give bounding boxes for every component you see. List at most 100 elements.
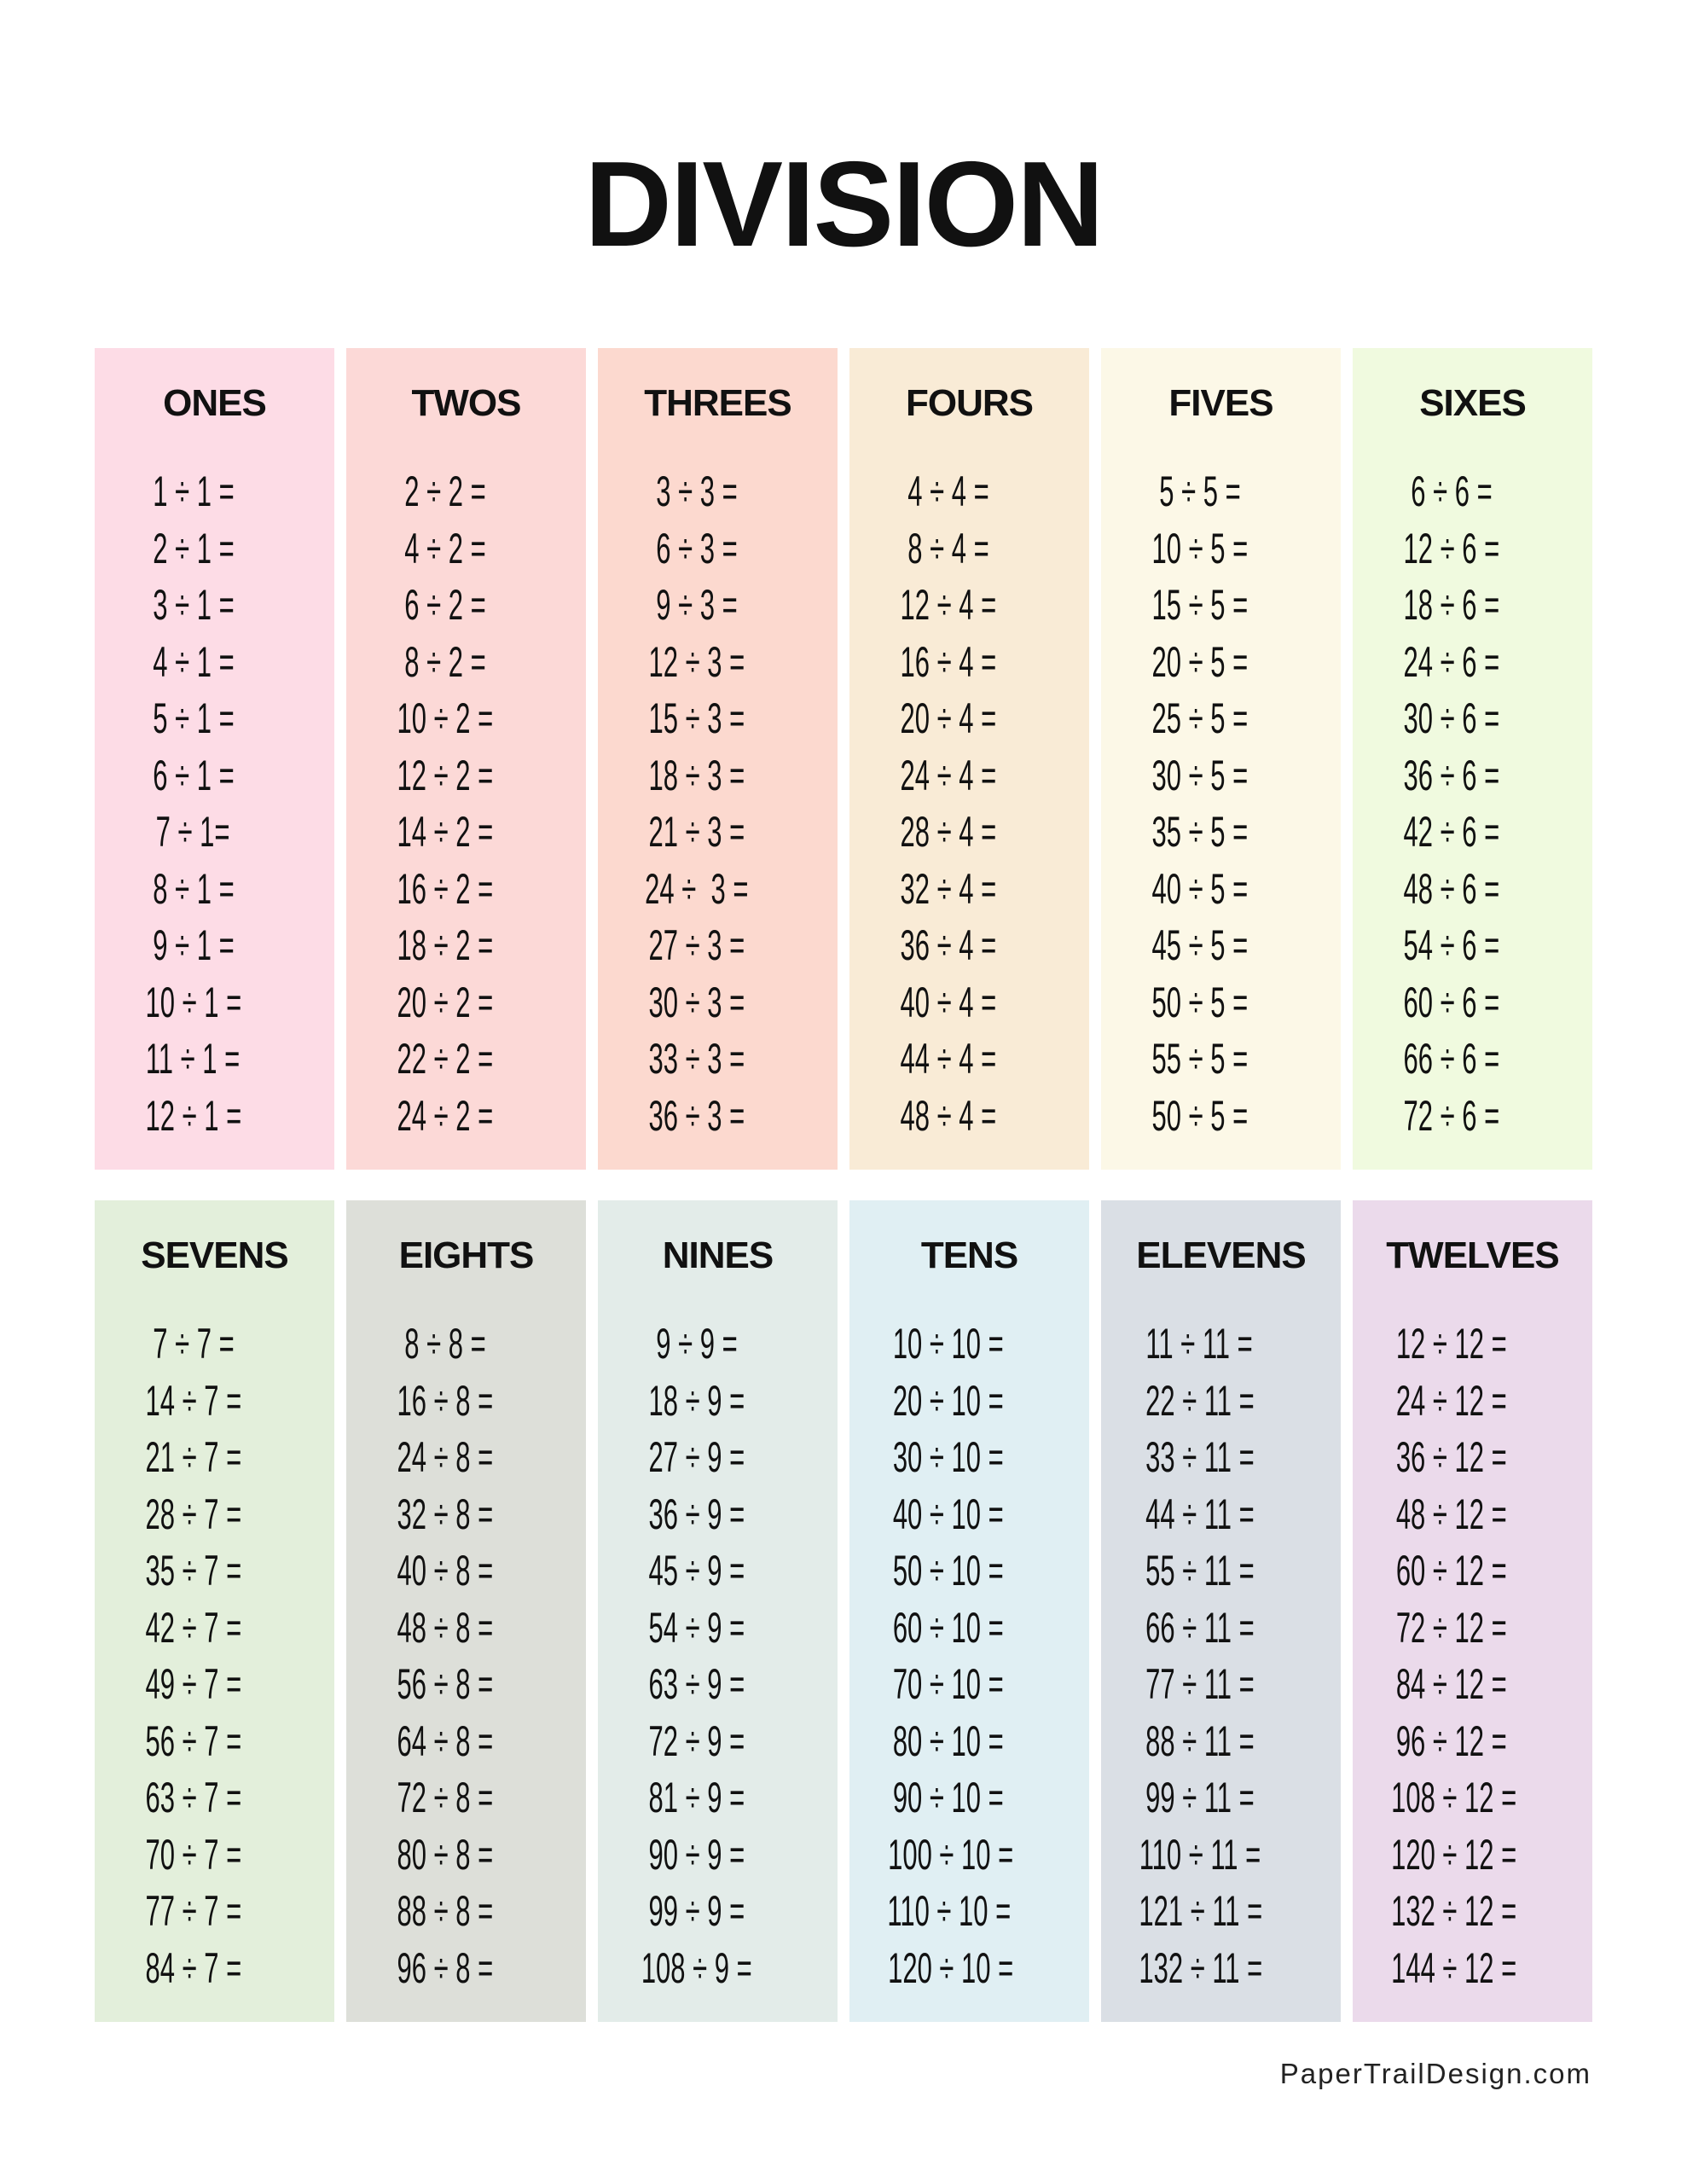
equation-text: 49 ÷ 7 = bbox=[145, 1660, 241, 1708]
table-column-eights: EIGHTS 8 ÷ 8 = 16 ÷ 8 = 24 ÷ 8 = 32 ÷ 8 = 40 … bbox=[346, 1200, 586, 2022]
equation: 36 ÷ 6 = bbox=[1353, 747, 1550, 804]
equation: 30 ÷ 6 = bbox=[1353, 690, 1550, 747]
equation-text: 48 ÷ 12 = bbox=[1395, 1490, 1507, 1538]
equation: 20 ÷ 10 = bbox=[849, 1373, 1046, 1430]
equation: 35 ÷ 5 = bbox=[1101, 804, 1298, 861]
column-heading: ONES bbox=[163, 382, 267, 424]
equation: 40 ÷ 5 = bbox=[1101, 861, 1298, 918]
equation: 50 ÷ 10 = bbox=[849, 1542, 1046, 1600]
table-column-tens: TENS 10 ÷ 10 = 20 ÷ 10 = 30 ÷ 10 = 40 ÷ 10 =… bbox=[849, 1200, 1089, 2022]
equation-text: 28 ÷ 4 = bbox=[900, 808, 996, 856]
equation-text: 96 ÷ 12 = bbox=[1395, 1716, 1507, 1765]
equation-text: 110 ÷ 11 = bbox=[1139, 1830, 1261, 1879]
equation-text: 60 ÷ 10 = bbox=[892, 1603, 1004, 1652]
equation: 108 ÷ 9 = bbox=[598, 1940, 795, 1997]
equation: 55 ÷ 5 = bbox=[1101, 1031, 1298, 1088]
equation-text: 40 ÷ 8 = bbox=[397, 1547, 493, 1594]
equation: 40 ÷ 8 = bbox=[346, 1542, 543, 1600]
equation: 21 ÷ 3 = bbox=[598, 804, 795, 861]
equation: 6 ÷ 2 = bbox=[346, 577, 543, 634]
equation: 30 ÷ 3 = bbox=[598, 974, 795, 1031]
equation: 35 ÷ 7 = bbox=[95, 1542, 292, 1600]
equation: 18 ÷ 3 = bbox=[598, 747, 795, 804]
equation: 4 ÷ 2 = bbox=[346, 520, 543, 578]
equation-text: 33 ÷ 3 = bbox=[648, 1035, 745, 1083]
equation: 11 ÷ 1 = bbox=[95, 1031, 292, 1088]
equation: 14 ÷ 7 = bbox=[95, 1373, 292, 1430]
equation: 66 ÷ 6 = bbox=[1353, 1031, 1550, 1088]
equation-text: 88 ÷ 11 = bbox=[1145, 1716, 1255, 1765]
equation-list: 1 ÷ 1 = 2 ÷ 1 = 3 ÷ 1 = 4 ÷ 1 = 5 ÷ 1 = 6 ÷ 1… bbox=[95, 463, 334, 1144]
equation: 8 ÷ 8 = bbox=[346, 1316, 543, 1373]
equation: 54 ÷ 6 = bbox=[1353, 917, 1550, 974]
equation-text: 54 ÷ 9 = bbox=[648, 1603, 745, 1652]
equation: 56 ÷ 7 = bbox=[95, 1713, 292, 1770]
equation-text: 77 ÷ 11 = bbox=[1145, 1660, 1255, 1708]
equation: 7 ÷ 1= bbox=[95, 804, 292, 861]
equation-text: 10 ÷ 2 = bbox=[397, 694, 493, 742]
equation-text: 72 ÷ 8 = bbox=[397, 1774, 493, 1821]
equation: 72 ÷ 8 = bbox=[346, 1769, 543, 1827]
equation: 60 ÷ 10 = bbox=[849, 1600, 1046, 1657]
equation: 5 ÷ 1 = bbox=[95, 690, 292, 747]
equation: 28 ÷ 4 = bbox=[849, 804, 1046, 861]
equation: 99 ÷ 11 = bbox=[1101, 1769, 1298, 1827]
equation: 28 ÷ 7 = bbox=[95, 1486, 292, 1543]
equation: 45 ÷ 5 = bbox=[1101, 917, 1298, 974]
equation: 110 ÷ 11 = bbox=[1101, 1827, 1298, 1884]
equation: 9 ÷ 3 = bbox=[598, 577, 795, 634]
equation-text: 30 ÷ 6 = bbox=[1403, 694, 1499, 742]
equation-text: 54 ÷ 6 = bbox=[1403, 921, 1499, 969]
column-heading: NINES bbox=[662, 1234, 774, 1276]
equation-text: 36 ÷ 3 = bbox=[648, 1091, 745, 1140]
equation-text: 32 ÷ 8 = bbox=[397, 1490, 493, 1538]
equation-text: 48 ÷ 4 = bbox=[900, 1091, 996, 1140]
equation: 80 ÷ 10 = bbox=[849, 1713, 1046, 1770]
equation-text: 77 ÷ 7 = bbox=[145, 1887, 241, 1935]
equation-text: 36 ÷ 4 = bbox=[900, 921, 996, 969]
equation: 11 ÷ 11 = bbox=[1101, 1316, 1298, 1373]
equation: 66 ÷ 11 = bbox=[1101, 1600, 1298, 1657]
equation-text: 14 ÷ 2 = bbox=[397, 808, 493, 856]
equation-list: 12 ÷ 12 = 24 ÷ 12 = 36 ÷ 12 = 48 ÷ 12 = 60 ÷… bbox=[1353, 1316, 1592, 1996]
equation-text: 5 ÷ 1 = bbox=[152, 694, 235, 742]
equation-text: 25 ÷ 5 = bbox=[1151, 694, 1248, 742]
equation-text: 144 ÷ 12 = bbox=[1391, 1943, 1517, 1992]
equation-text: 35 ÷ 7 = bbox=[145, 1547, 241, 1594]
equation: 10 ÷ 1 = bbox=[95, 974, 292, 1031]
equation-text: 50 ÷ 10 = bbox=[892, 1547, 1004, 1594]
equation: 10 ÷ 2 = bbox=[346, 690, 543, 747]
equation-text: 15 ÷ 5 = bbox=[1151, 581, 1248, 629]
equation-text: 80 ÷ 10 = bbox=[892, 1716, 1004, 1765]
table-column-ones: ONES 1 ÷ 1 = 2 ÷ 1 = 3 ÷ 1 = 4 ÷ 1 = 5 ÷ 1 = 6… bbox=[95, 348, 334, 1170]
equation-text: 18 ÷ 3 = bbox=[648, 751, 745, 799]
equation: 16 ÷ 2 = bbox=[346, 861, 543, 918]
table-column-sixes: SIXES 6 ÷ 6 = 12 ÷ 6 = 18 ÷ 6 = 24 ÷ 6 = 30 ÷… bbox=[1353, 348, 1592, 1170]
equation: 22 ÷ 2 = bbox=[346, 1031, 543, 1088]
equation: 72 ÷ 9 = bbox=[598, 1713, 795, 1770]
equation-text: 8 ÷ 4 = bbox=[907, 524, 989, 572]
equation: 54 ÷ 9 = bbox=[598, 1600, 795, 1657]
equation-text: 60 ÷ 6 = bbox=[1403, 978, 1499, 1026]
equation-text: 44 ÷ 4 = bbox=[900, 1035, 996, 1083]
equation-list: 6 ÷ 6 = 12 ÷ 6 = 18 ÷ 6 = 24 ÷ 6 = 30 ÷ 6 = 3… bbox=[1353, 463, 1592, 1144]
equation: 10 ÷ 5 = bbox=[1101, 520, 1298, 578]
column-heading: TWOS bbox=[411, 382, 522, 424]
division-row-1: ONES 1 ÷ 1 = 2 ÷ 1 = 3 ÷ 1 = 4 ÷ 1 = 5 ÷ 1 = 6… bbox=[95, 348, 1592, 1170]
equation-text: 108 ÷ 12 = bbox=[1391, 1774, 1517, 1821]
equation-text: 8 ÷ 8 = bbox=[403, 1320, 486, 1368]
equation: 120 ÷ 12 = bbox=[1353, 1827, 1550, 1884]
equation: 6 ÷ 1 = bbox=[95, 747, 292, 804]
equation-text: 36 ÷ 9 = bbox=[648, 1490, 745, 1538]
equation-text: 10 ÷ 1 = bbox=[145, 978, 241, 1026]
equation: 12 ÷ 12 = bbox=[1353, 1316, 1550, 1373]
equation-text: 18 ÷ 2 = bbox=[397, 921, 493, 969]
equation: 6 ÷ 6 = bbox=[1353, 463, 1550, 520]
equation: 8 ÷ 1 = bbox=[95, 861, 292, 918]
equation-text: 9 ÷ 9 = bbox=[655, 1320, 738, 1368]
equation: 50 ÷ 5 = bbox=[1101, 1088, 1298, 1145]
equation: 40 ÷ 4 = bbox=[849, 974, 1046, 1031]
equation: 3 ÷ 3 = bbox=[598, 463, 795, 520]
equation-text: 21 ÷ 7 = bbox=[145, 1433, 241, 1481]
equation-text: 4 ÷ 2 = bbox=[403, 524, 486, 572]
